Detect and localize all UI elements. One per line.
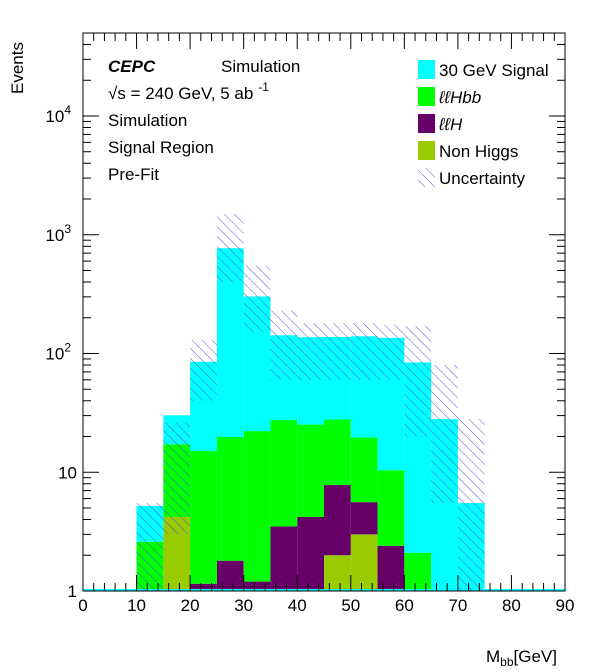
x-tick-label: 80 xyxy=(502,596,521,615)
x-tick-label: 50 xyxy=(341,596,360,615)
legend-label: Non Higgs xyxy=(439,142,518,161)
bar xyxy=(324,485,351,556)
uncertainty-hatch xyxy=(190,339,217,401)
y-tick-label: 104 xyxy=(45,103,71,126)
y-tick-exponent: 3 xyxy=(64,222,71,236)
simulation-line: Simulation xyxy=(108,111,187,130)
uncertainty-hatch xyxy=(324,323,351,380)
bar xyxy=(297,424,324,517)
y-tick-exponent: 4 xyxy=(64,103,71,117)
legend-label: 30 GeV Signal xyxy=(439,61,549,80)
x-tick-label: 30 xyxy=(234,596,253,615)
uncertainty-hatch xyxy=(297,323,324,380)
bar xyxy=(350,534,378,591)
uncertainty-hatch xyxy=(431,365,458,504)
uncertainty-hatch xyxy=(404,326,432,437)
energy-label: √s = 240 GeV, 5 ab -1 xyxy=(108,80,269,103)
legend-swatch xyxy=(418,114,435,133)
bar xyxy=(377,470,405,546)
y-axis-title: Events xyxy=(8,42,27,94)
bar xyxy=(270,526,298,591)
legend-swatch xyxy=(418,141,435,160)
y-tick-label: 102 xyxy=(45,341,71,364)
uncertainty-hatch xyxy=(163,422,191,535)
fit-label: Pre-Fit xyxy=(108,165,159,184)
bar xyxy=(243,431,271,582)
plot-frame xyxy=(82,32,566,592)
energy-exponent: -1 xyxy=(258,80,269,94)
legend: 30 GeV Signal ℓℓHbb ℓℓH Non Higgs Uncertaint… xyxy=(418,60,549,188)
x-tick-label: 0 xyxy=(78,596,87,615)
energy-text: s = 240 GeV, 5 ab xyxy=(117,84,253,103)
uncertainty-band xyxy=(136,213,485,591)
y-tick-exponent: 2 xyxy=(64,341,71,355)
bar xyxy=(350,437,378,503)
legend-label: Uncertainty xyxy=(439,169,525,188)
bar xyxy=(324,555,351,591)
x-axis-title-main: M xyxy=(486,647,500,666)
x-axis-title-unit: [GeV] xyxy=(514,647,557,666)
legend-swatch xyxy=(418,168,435,187)
bar xyxy=(190,450,217,584)
bar xyxy=(190,583,217,591)
legend-swatch xyxy=(418,60,435,79)
uncertainty-hatch xyxy=(136,503,164,591)
sqrt-symbol: √ xyxy=(108,84,118,103)
x-tick-label: 70 xyxy=(448,596,467,615)
uncertainty-hatch xyxy=(270,310,298,380)
uncertainty-hatch xyxy=(216,213,244,283)
y-tick-base: 10 xyxy=(45,226,64,245)
bar xyxy=(216,560,244,591)
bar xyxy=(270,420,298,527)
bar xyxy=(350,502,378,535)
x-tick-label: 90 xyxy=(556,596,575,615)
y-tick-base: 10 xyxy=(45,345,64,364)
x-tick-label: 20 xyxy=(181,596,200,615)
bar xyxy=(243,581,271,591)
bar xyxy=(297,516,324,591)
y-tick-label: 103 xyxy=(45,222,71,245)
x-tick-label: 60 xyxy=(395,596,414,615)
legend-swatch xyxy=(418,87,435,106)
x-tick-label: 10 xyxy=(127,596,146,615)
uncertainty-hatch xyxy=(243,265,271,333)
uncertainty-hatch xyxy=(350,323,378,380)
y-tick-base: 10 xyxy=(45,107,64,126)
bar xyxy=(216,437,244,561)
legend-label: ℓℓHbb xyxy=(438,88,481,107)
uncertainty-hatch xyxy=(457,419,485,591)
experiment-label: CEPC xyxy=(108,57,156,76)
bar xyxy=(324,419,351,486)
x-tick-label: 40 xyxy=(288,596,307,615)
legend-label: ℓℓH xyxy=(438,115,463,134)
x-axis-title-sub: bb xyxy=(500,655,514,669)
bar xyxy=(404,552,432,591)
region-label: Signal Region xyxy=(108,138,214,157)
y-tick-label: 1 xyxy=(68,582,77,601)
uncertainty-hatch xyxy=(377,324,405,380)
x-axis-title: Mbb[GeV] xyxy=(486,647,557,669)
y-tick-label: 10 xyxy=(58,463,77,482)
bar xyxy=(377,545,405,591)
simulation-label: Simulation xyxy=(221,57,300,76)
